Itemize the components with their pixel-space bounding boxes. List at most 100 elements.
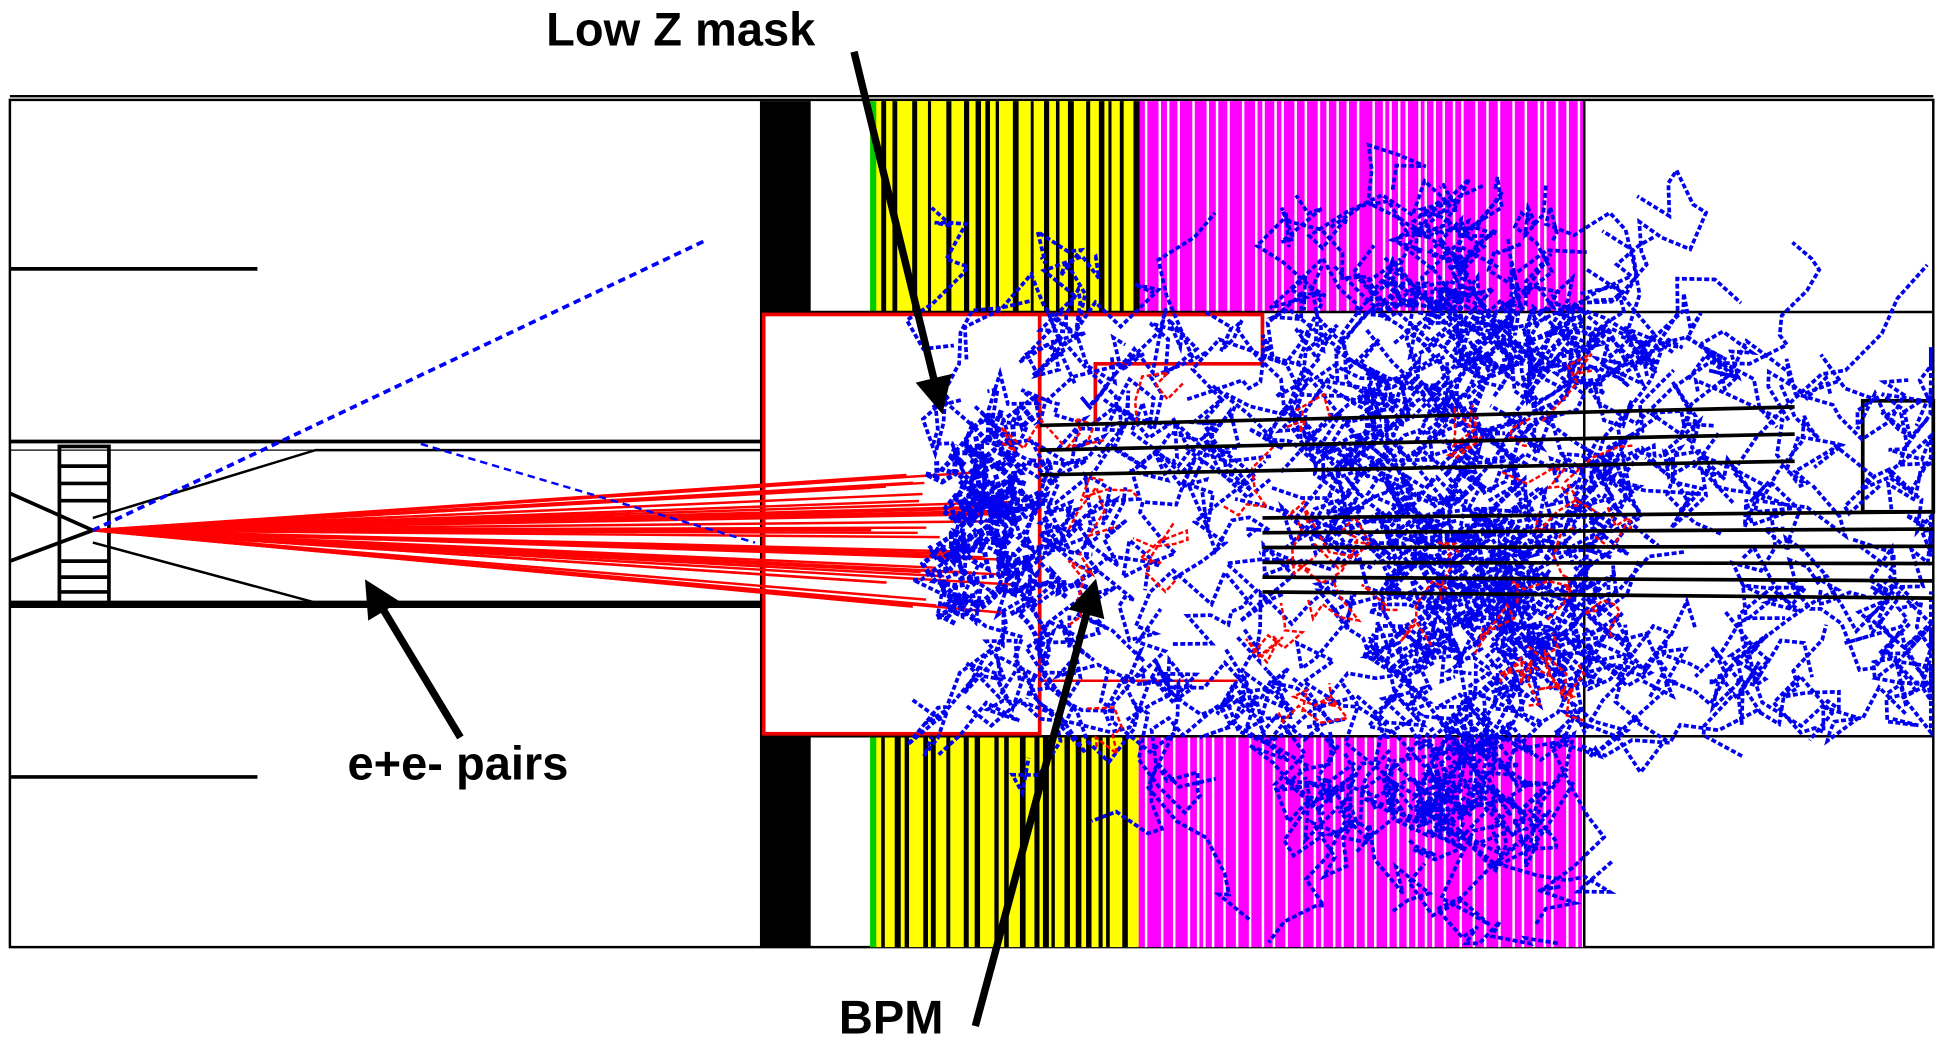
green-edge	[870, 736, 877, 948]
shower-track	[1452, 176, 1505, 280]
pair-track	[92, 512, 1000, 532]
shower-track	[1701, 610, 1772, 759]
shower-track	[1543, 632, 1568, 697]
shower-track	[1414, 405, 1513, 513]
stripe	[1274, 101, 1277, 313]
shower-track	[1405, 354, 1460, 425]
stripe	[1055, 101, 1060, 313]
stripe	[881, 101, 887, 313]
stripe	[927, 101, 932, 313]
shower-track	[919, 543, 967, 589]
shower-track	[1741, 624, 1841, 729]
shower-track	[1758, 384, 1849, 541]
shower-track	[1511, 579, 1572, 604]
stripe	[946, 736, 951, 948]
stripe	[1122, 736, 1128, 948]
shower-track	[1025, 432, 1110, 499]
stripe	[1108, 101, 1112, 313]
shower-track	[1281, 744, 1354, 859]
vertex-detector	[57, 444, 111, 607]
shower-track	[1325, 298, 1456, 486]
shower-track	[934, 580, 962, 626]
stripe	[1326, 101, 1329, 313]
shower-track	[906, 638, 1022, 757]
stripe	[1215, 101, 1219, 313]
structure-line	[1039, 405, 1795, 428]
shower-track	[1268, 255, 1392, 319]
shower-track	[1473, 602, 1516, 655]
shower-track	[1315, 671, 1428, 740]
stripe	[1374, 736, 1377, 948]
shower-track	[968, 435, 1027, 487]
shower-track	[912, 530, 985, 627]
shower-track	[1064, 416, 1105, 449]
shower-track	[1370, 248, 1587, 336]
shower-track	[1410, 182, 1469, 265]
structure-line	[1262, 590, 1934, 600]
stripe	[1304, 101, 1308, 313]
shower-track	[1644, 448, 1801, 518]
stripe	[1067, 101, 1074, 313]
shower-track	[948, 524, 1076, 676]
shower-track	[1265, 703, 1337, 825]
shower-track	[1086, 376, 1272, 477]
stripe	[1294, 101, 1297, 313]
shower-track	[1558, 276, 1743, 377]
shower-track	[963, 409, 1004, 458]
shower-track	[1486, 242, 1561, 335]
stripe	[1382, 101, 1386, 313]
shower-track	[1503, 338, 1578, 439]
shower-track	[935, 531, 992, 574]
stripe	[1396, 736, 1400, 948]
stripe	[1317, 101, 1321, 313]
stripe	[1098, 736, 1103, 948]
shower-track	[1131, 700, 1217, 816]
shower-track	[1434, 830, 1559, 947]
shower-track	[1553, 337, 1684, 388]
stripe	[894, 736, 901, 948]
stripe	[1241, 101, 1245, 313]
shower-track	[1450, 579, 1531, 671]
shower-track	[1249, 734, 1328, 816]
stripe	[930, 736, 936, 948]
stripe	[1512, 736, 1515, 948]
tracks	[92, 142, 1934, 947]
stripe	[1486, 101, 1489, 313]
shower-track	[1377, 256, 1515, 364]
stripe	[1461, 101, 1464, 313]
structure-line	[1262, 509, 1934, 520]
green-edge	[870, 101, 877, 313]
shower-track	[1264, 376, 1351, 502]
shower-track	[946, 528, 991, 564]
shower-track	[1461, 485, 1549, 562]
shower-track	[1137, 458, 1216, 591]
stripe	[1034, 736, 1040, 948]
shower-track	[1394, 598, 1488, 676]
shower-track	[965, 607, 1169, 735]
structure-line	[1262, 544, 1934, 550]
shower-track	[1508, 417, 1532, 448]
shower-track	[965, 652, 1161, 765]
stripe	[1524, 101, 1528, 313]
stripe	[1086, 101, 1091, 313]
shower-track	[1052, 660, 1201, 737]
shower-track	[993, 669, 1088, 799]
pair-track	[92, 492, 923, 532]
stripe	[1042, 736, 1049, 948]
shower-track	[1566, 292, 1728, 387]
shower-track	[1323, 748, 1434, 914]
shower-track	[1501, 467, 1569, 495]
stripe	[995, 101, 999, 313]
stripe	[994, 736, 999, 948]
stripe	[923, 736, 929, 948]
stripe	[1387, 736, 1390, 948]
arrow	[365, 579, 464, 740]
shower-track	[946, 564, 1037, 700]
shower-track	[1402, 352, 1547, 502]
shower-track	[1886, 602, 1933, 695]
shower-track	[1644, 338, 1788, 445]
pair-track	[92, 529, 960, 553]
shower-track	[1313, 514, 1370, 570]
stripe	[1321, 736, 1324, 948]
shower-track	[924, 461, 972, 523]
